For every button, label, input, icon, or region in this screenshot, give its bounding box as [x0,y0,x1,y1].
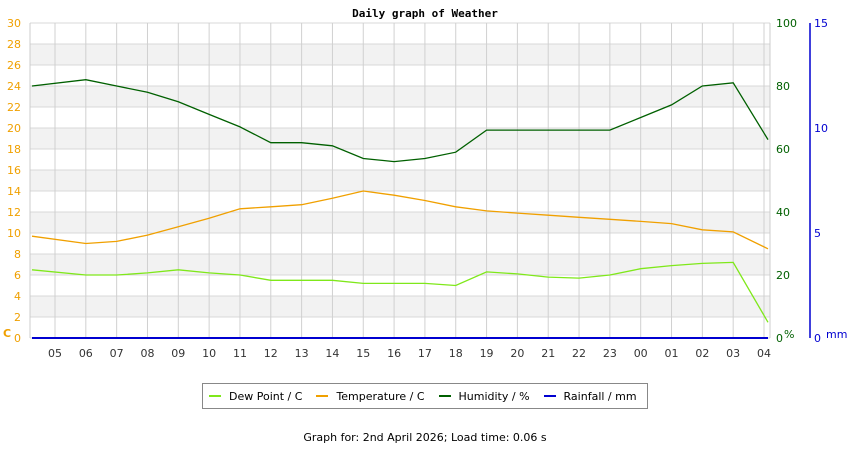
humidity-tick-label: 60 [776,143,790,156]
y-tick-label: 0 [14,332,21,345]
x-tick-label: 19 [480,347,494,360]
y-tick-label: 18 [7,143,21,156]
y-tick-label: 26 [7,59,21,72]
x-tick-label: 12 [264,347,278,360]
y-tick-label: 22 [7,101,21,114]
y-tick-label: 4 [14,290,21,303]
x-tick-label: 13 [295,347,309,360]
x-tick-label: 15 [356,347,370,360]
x-tick-label: 16 [387,347,401,360]
x-tick-label: 00 [634,347,648,360]
series-line [31,261,769,323]
legend-item-temperature: Temperature / C [316,390,425,403]
x-tick-label: 21 [541,347,555,360]
x-tick-label: 20 [510,347,524,360]
dew-point-swatch [209,395,221,397]
y-tick-label: 2 [14,311,21,324]
x-tick-label: 06 [79,347,93,360]
y-tick-label: 16 [7,164,21,177]
y-tick-label: 8 [14,248,21,261]
legend-item-rainfall: Rainfall / mm [543,390,637,403]
x-tick-label: 02 [695,347,709,360]
y-tick-label: 12 [7,206,21,219]
x-tick-label: 07 [110,347,124,360]
legend-item-dew-point: Dew Point / C [209,390,302,403]
left-axis-unit: C [3,327,11,340]
x-tick-label: 08 [140,347,154,360]
y-tick-label: 28 [7,38,21,51]
series-line [31,190,769,250]
y-tick-label: 24 [7,80,21,93]
y-tick-label: 30 [7,17,21,30]
rainfall-swatch [543,395,556,397]
graph-footer: Graph for: 2nd April 2026; Load time: 0.… [303,431,547,444]
rainfall-tick-label: 5 [814,227,821,240]
humidity-tick-label: 80 [776,80,790,93]
rainfall-tick-label: 0 [814,332,821,345]
chart-title: Daily graph of Weather [352,7,498,20]
humidity-tick-label: 100 [776,17,797,30]
rainfall-tick-label: 10 [814,122,828,135]
y-tick-label: 10 [7,227,21,240]
x-tick-label: 23 [603,347,617,360]
x-tick-label: 05 [48,347,62,360]
humidity-tick-label: 40 [776,206,790,219]
series-line [31,79,769,163]
x-tick-label: 01 [665,347,679,360]
x-tick-label: 14 [325,347,339,360]
humidity-tick-label: 20 [776,269,790,282]
humidity-tick-label: 0 [776,332,783,345]
humidity-swatch [438,395,451,397]
x-tick-label: 17 [418,347,432,360]
rainfall-unit: mm [826,328,847,341]
x-tick-label: 11 [233,347,247,360]
y-tick-label: 6 [14,269,21,282]
x-tick-label: 09 [171,347,185,360]
humidity-unit: % [784,328,794,341]
x-tick-label: 18 [449,347,463,360]
x-tick-label: 03 [726,347,740,360]
legend-item-humidity: Humidity / % [438,390,530,403]
x-tick-label: 22 [572,347,586,360]
x-tick-label: 10 [202,347,216,360]
x-tick-label: 04 [757,347,771,360]
y-tick-label: 14 [7,185,21,198]
temperature-swatch [316,395,329,397]
chart-legend: Dew Point / C Temperature / C Humidity /… [202,383,648,409]
rainfall-tick-label: 15 [814,17,828,30]
y-tick-label: 20 [7,122,21,135]
